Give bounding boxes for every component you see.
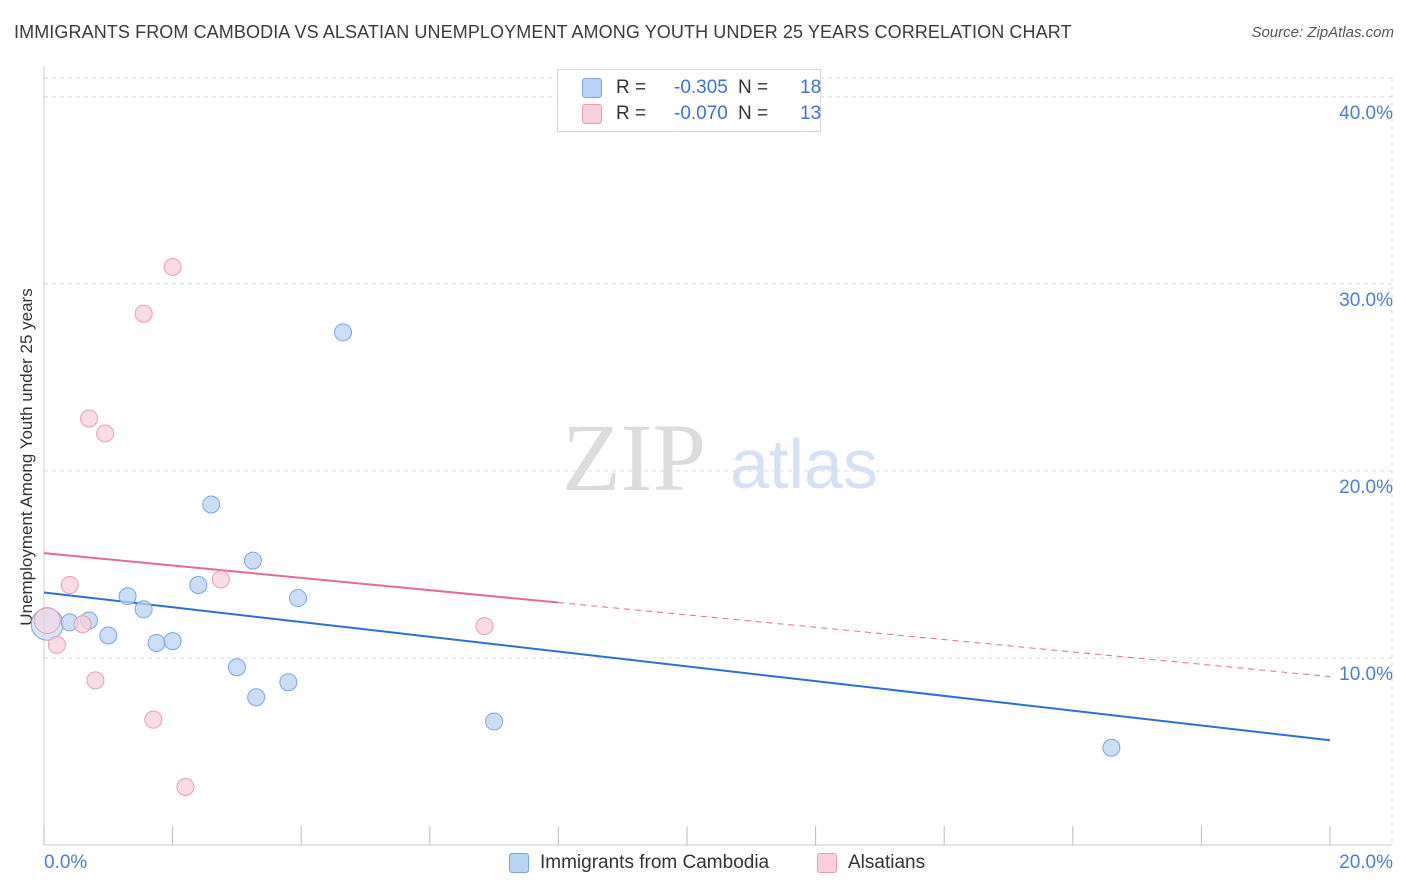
y-tick-label-20: 20.0% [1339, 476, 1393, 498]
cambodia-point [333, 323, 352, 342]
trend-line-solid-1 [43, 552, 559, 604]
legend-n-value: 13 [800, 103, 822, 124]
cambodia-point [243, 551, 262, 570]
cambodia-point [1102, 738, 1121, 757]
alsatian-point [60, 575, 79, 594]
cambodia-point [99, 626, 118, 645]
alsatian-point [47, 635, 66, 654]
legend-n-label: N = [738, 77, 769, 98]
cambodia-point [134, 600, 153, 619]
trend-line-0 [43, 591, 1331, 742]
legend-r-label: R = [616, 77, 647, 98]
cambodia-point [202, 495, 221, 514]
alsatian-point [73, 615, 92, 634]
watermark-atlas: atlas [730, 425, 878, 503]
trend-line-dashed-1 [558, 602, 1331, 678]
legend-swatch-blue [582, 78, 602, 98]
x-tick-label-min: 0.0% [44, 852, 88, 873]
legend-n-value: 18 [800, 77, 822, 98]
legend-r-value: -0.305 [674, 77, 728, 98]
cambodia-point [118, 587, 137, 606]
legend-swatch-pink [582, 104, 602, 124]
alsatian-point [96, 424, 115, 443]
bottom-legend-label: Immigrants from Cambodia [540, 852, 770, 873]
cambodia-point [279, 673, 298, 692]
legend-n-label: N = [738, 103, 769, 124]
legend-r-label: R = [616, 103, 647, 124]
grid-layer [43, 66, 1393, 846]
alsatian-point [176, 778, 195, 797]
alsatian-point [86, 671, 105, 690]
source-attribution: Source: ZipAtlas.com [1251, 24, 1394, 41]
cambodia-point [189, 575, 208, 594]
alsatian-point [163, 257, 182, 276]
y-tick-label-40: 40.0% [1339, 102, 1393, 124]
y-tick-label-10: 10.0% [1339, 663, 1393, 685]
cambodia-point [147, 633, 166, 652]
alsatian-point [134, 304, 153, 323]
legend-r-value: -0.070 [674, 103, 728, 124]
x-tick-label-max: 20.0% [1339, 852, 1393, 873]
point-layer [30, 257, 1121, 797]
alsatian-point [144, 710, 163, 729]
alsatian-point [475, 617, 494, 636]
bottom-legend-swatch-pink [817, 853, 837, 873]
watermark-zip: ZIP [562, 404, 706, 511]
alsatian-point [211, 570, 230, 589]
cambodia-point [288, 589, 307, 608]
chart-title: IMMIGRANTS FROM CAMBODIA VS ALSATIAN UNE… [14, 22, 1072, 42]
trend-layer [43, 552, 1331, 742]
cambodia-point [247, 688, 266, 707]
alsatian-point [33, 607, 61, 635]
y-tick-label-30: 30.0% [1339, 289, 1393, 311]
cambodia-point [485, 712, 504, 731]
bottom-legend-swatch-blue [509, 853, 529, 873]
cambodia-point [227, 658, 246, 677]
correlation-legend: R = -0.305 N = 18 R = -0.070 N = 13 [557, 69, 821, 132]
alsatian-point [80, 409, 99, 428]
cambodia-point [163, 632, 182, 651]
bottom-legend-label: Alsatians [848, 852, 926, 873]
